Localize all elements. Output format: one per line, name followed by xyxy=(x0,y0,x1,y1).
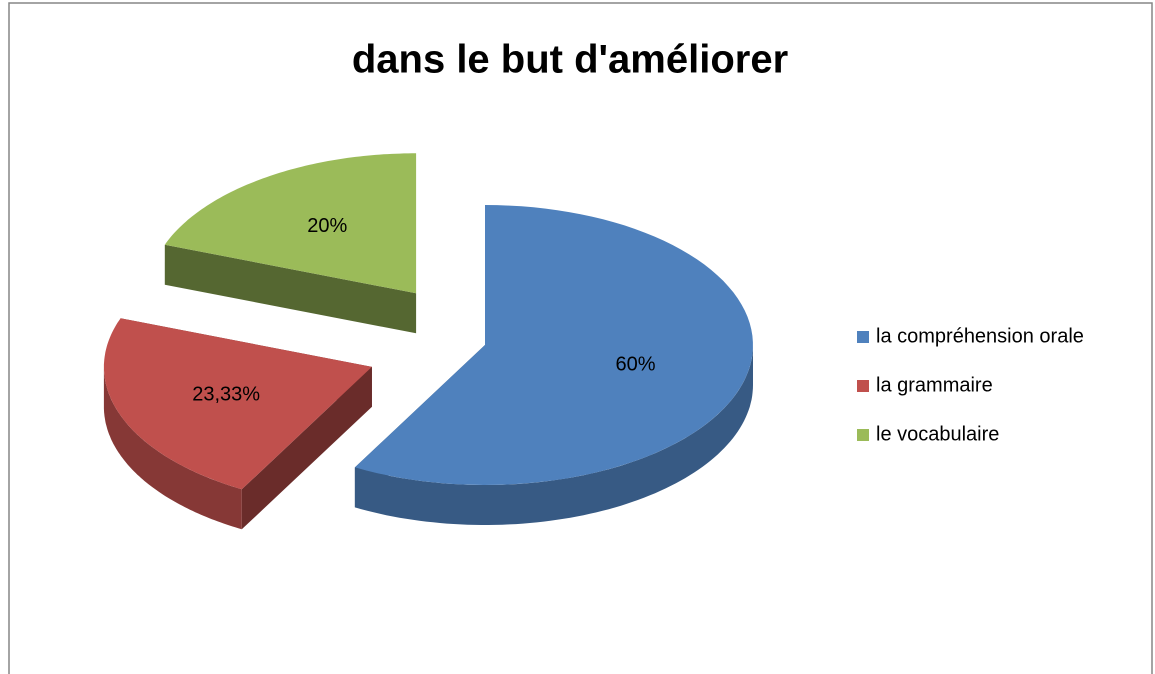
legend-swatch xyxy=(857,429,869,441)
legend-label: le vocabulaire xyxy=(876,423,999,445)
data-label: 23,33% xyxy=(192,383,260,405)
legend-swatch xyxy=(857,331,869,343)
slice xyxy=(103,318,372,490)
data-label: 60% xyxy=(615,354,655,376)
slice-side xyxy=(164,244,417,334)
chart-title: dans le but d'améliorer xyxy=(352,38,788,82)
legend-swatch xyxy=(857,380,869,392)
legend-label: la grammaire xyxy=(876,374,993,396)
slice xyxy=(354,205,753,485)
legend-label: la compréhension orale xyxy=(876,325,1084,347)
slice-side xyxy=(354,345,753,525)
slice-side xyxy=(241,366,372,530)
slice-side xyxy=(103,366,242,530)
data-label: 20% xyxy=(307,215,347,237)
slice xyxy=(164,153,417,294)
